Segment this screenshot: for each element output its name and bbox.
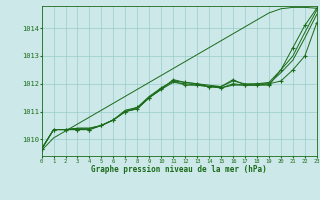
X-axis label: Graphe pression niveau de la mer (hPa): Graphe pression niveau de la mer (hPa) bbox=[91, 165, 267, 174]
